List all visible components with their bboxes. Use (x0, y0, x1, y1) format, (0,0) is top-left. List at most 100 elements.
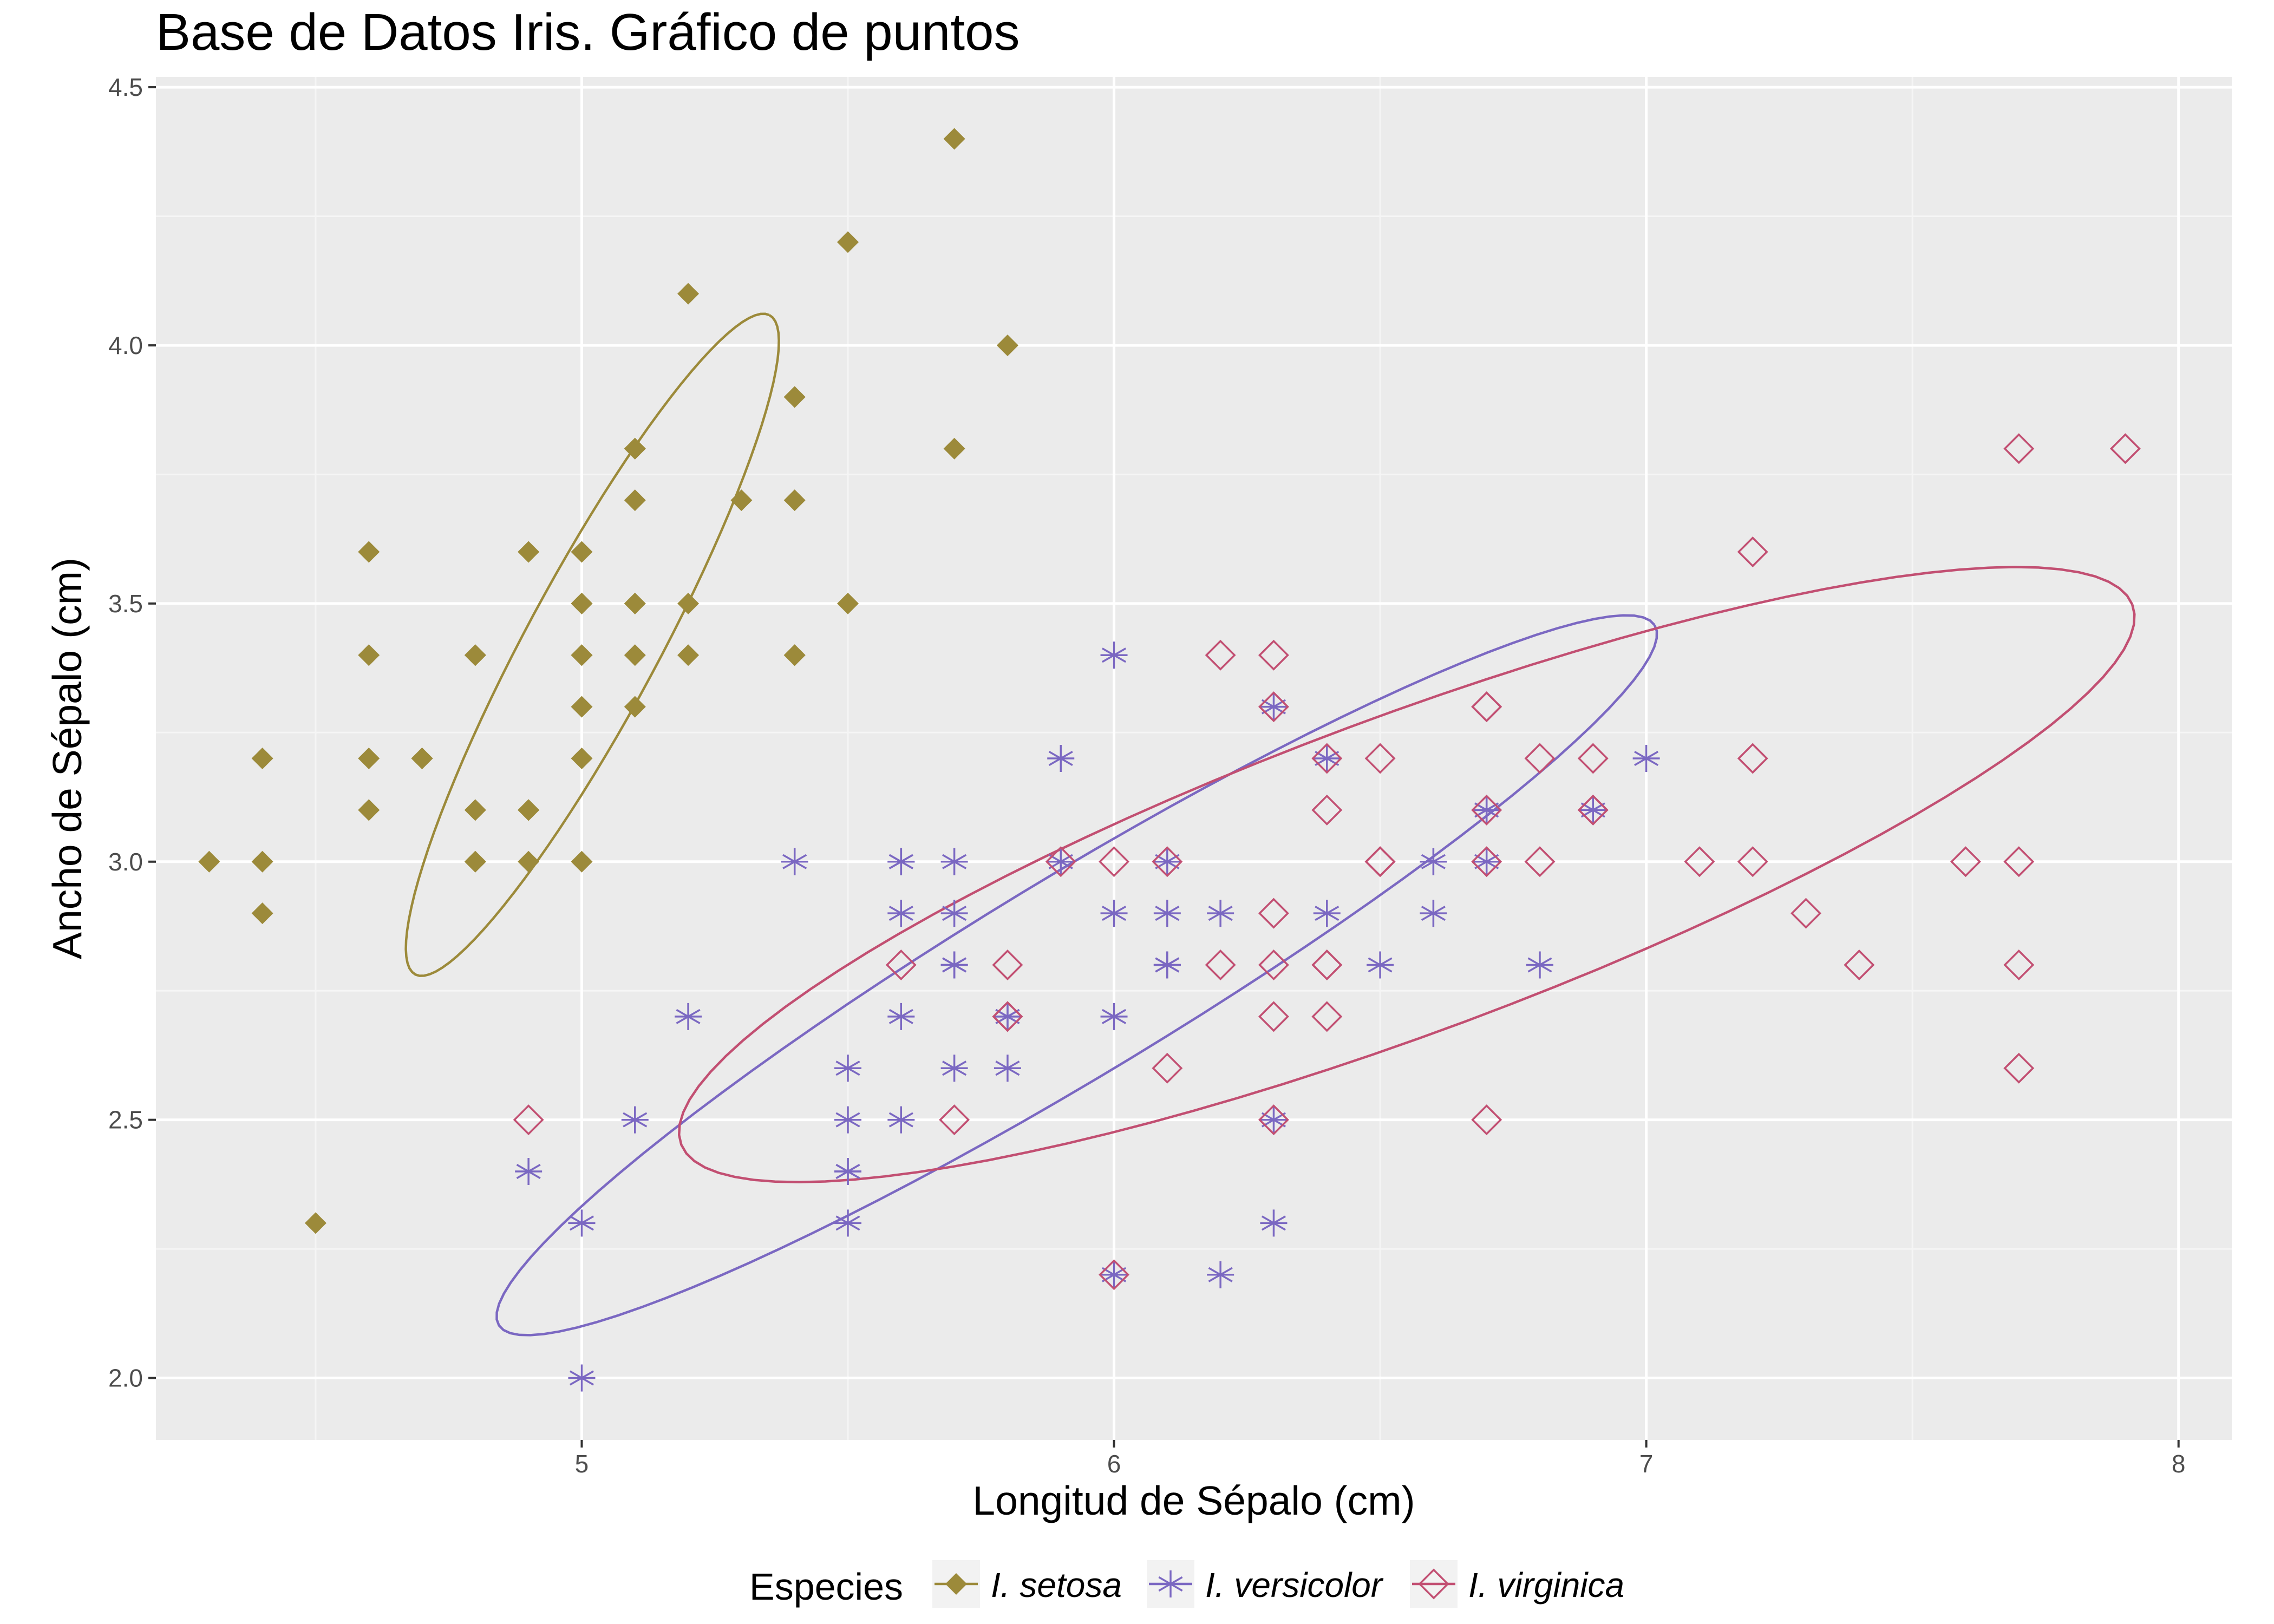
point-isetosa (624, 696, 646, 718)
point-iversicolor (940, 1055, 968, 1082)
point-ivirginica (1205, 949, 1236, 980)
point-isetosa (624, 644, 646, 666)
legend-key-isetosa-icon (945, 1573, 967, 1595)
point-iversicolor (1473, 848, 1500, 875)
point-ivirginica (1950, 846, 1981, 878)
point-iversicolor (1420, 900, 1447, 927)
point-isetosa (783, 489, 806, 512)
point-iversicolor (1579, 796, 1607, 824)
point-ivirginica (1524, 743, 1556, 774)
point-ivirginica (885, 949, 917, 980)
point-isetosa (411, 748, 433, 769)
ellipse-iversicolor (495, 614, 1658, 1337)
x-tick-label: 6 (1107, 1450, 1121, 1478)
point-isetosa (464, 644, 486, 666)
point-iversicolor (1260, 693, 1288, 721)
point-iversicolor (1420, 848, 1447, 875)
point-ivirginica (1311, 743, 1343, 774)
point-ivirginica (1737, 846, 1768, 878)
point-isetosa (624, 592, 646, 614)
point-isetosa (571, 644, 593, 666)
point-ivirginica (1844, 949, 1875, 980)
point-iversicolor (994, 1003, 1021, 1030)
point-iversicolor (1100, 900, 1128, 927)
y-tick-label: 3.0 (108, 848, 143, 876)
x-tick-label: 8 (2172, 1450, 2186, 1478)
x-tick-label: 5 (575, 1450, 589, 1478)
legend-title: Especies (749, 1566, 903, 1608)
point-iversicolor (675, 1003, 702, 1030)
point-iversicolor (1047, 848, 1075, 875)
point-ivirginica (1471, 846, 1502, 878)
point-isetosa (304, 1212, 326, 1234)
point-isetosa (358, 799, 380, 821)
point-iversicolor (1153, 951, 1181, 979)
point-ivirginica (1152, 846, 1183, 878)
point-ivirginica (2109, 433, 2141, 464)
confidence-ellipses (404, 312, 2136, 1337)
point-iversicolor (940, 848, 968, 875)
point-iversicolor (834, 1158, 861, 1186)
point-isetosa (837, 592, 859, 614)
minor-gridlines (156, 77, 2232, 1440)
point-isetosa (518, 799, 540, 821)
point-isetosa (198, 850, 220, 873)
point-ivirginica (1258, 1104, 1289, 1136)
point-iversicolor (834, 1209, 861, 1237)
point-ivirginica (1364, 743, 1396, 774)
point-iversicolor (887, 848, 915, 875)
y-tick-label: 4.5 (108, 73, 143, 101)
point-ivirginica (992, 1001, 1023, 1032)
plot-panel (156, 77, 2232, 1440)
x-axis-title: Longitud de Sépalo (cm) (972, 1478, 1415, 1523)
point-ivirginica (1684, 846, 1715, 878)
point-ivirginica (1364, 846, 1396, 878)
point-isetosa (251, 902, 273, 925)
point-isetosa (251, 850, 273, 873)
point-ivirginica (1471, 691, 1502, 723)
point-ivirginica (2003, 433, 2035, 464)
point-iversicolor (1632, 745, 1660, 772)
point-ivirginica (1258, 949, 1289, 980)
point-iversicolor (1100, 1003, 1128, 1030)
y-tick-label: 4.0 (108, 331, 143, 359)
point-ivirginica (1311, 1001, 1343, 1032)
point-iversicolor (781, 848, 808, 875)
point-ivirginica (2003, 1052, 2035, 1084)
point-ivirginica (1311, 949, 1343, 980)
point-ivirginica (1258, 1001, 1289, 1032)
point-iversicolor (515, 1158, 543, 1186)
point-iversicolor (621, 1106, 649, 1134)
point-ivirginica (1737, 743, 1768, 774)
point-ivirginica (1045, 846, 1076, 878)
point-iversicolor (1153, 900, 1181, 927)
point-ivirginica (1099, 1259, 1130, 1291)
point-isetosa (358, 644, 380, 666)
point-isetosa (464, 850, 486, 873)
point-iversicolor (1313, 900, 1341, 927)
point-ivirginica (513, 1104, 544, 1136)
y-tick-label: 2.0 (108, 1364, 143, 1392)
point-isetosa (358, 541, 380, 563)
point-ivirginica (1258, 691, 1289, 723)
legend-label: I. setosa (991, 1566, 1122, 1605)
point-iversicolor (834, 1106, 861, 1134)
point-iversicolor (568, 1364, 596, 1392)
legend-label: I. virginica (1468, 1566, 1624, 1605)
point-isetosa (837, 231, 859, 253)
point-iversicolor (1100, 641, 1128, 669)
point-ivirginica (1258, 898, 1289, 929)
point-ivirginica (1577, 743, 1609, 774)
point-iversicolor (887, 1003, 915, 1030)
major-gridlines (156, 77, 2232, 1440)
point-isetosa (571, 696, 593, 718)
point-ivirginica (939, 1104, 970, 1136)
point-iversicolor (940, 900, 968, 927)
point-isetosa (624, 437, 646, 460)
point-ivirginica (992, 949, 1023, 980)
point-isetosa (358, 748, 380, 769)
point-isetosa (571, 592, 593, 614)
point-isetosa (783, 644, 806, 666)
point-iversicolor (1047, 745, 1075, 772)
